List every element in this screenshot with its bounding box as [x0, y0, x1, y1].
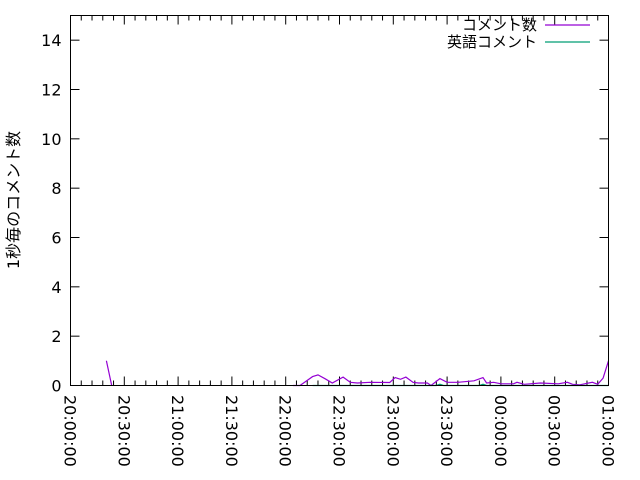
x-tick-label: 23:30:00 [437, 395, 456, 467]
x-tick-label: 21:00:00 [168, 395, 187, 467]
y-tick-label: 14 [41, 31, 61, 50]
y-tick-label: 2 [51, 327, 61, 346]
x-tick-label: 21:30:00 [222, 395, 241, 467]
axis-ticks [70, 15, 609, 386]
plot-border [70, 15, 609, 386]
y-tick-label: 12 [41, 81, 61, 100]
y-tick-label: 10 [41, 130, 61, 149]
y-tick-labels: 0 2 4 6 8 10 12 14 [41, 31, 61, 395]
legend-label-comments: コメント数 [462, 16, 537, 34]
x-tick-label: 22:00:00 [276, 395, 295, 467]
x-tick-label: 22:30:00 [330, 395, 349, 467]
x-tick-label: 00:30:00 [545, 395, 564, 467]
x-tick-label: 20:30:00 [114, 395, 133, 467]
y-tick-label: 0 [51, 377, 61, 396]
y-axis-label: 1秒毎のコメント数 [4, 131, 23, 269]
x-tick-label: 00:00:00 [491, 395, 510, 467]
y-tick-label: 8 [51, 179, 61, 198]
x-tick-label: 01:00:00 [599, 395, 618, 467]
legend: コメント数 英語コメント [447, 16, 590, 51]
y-tick-label: 4 [51, 278, 61, 297]
x-tick-label: 23:00:00 [383, 395, 402, 467]
x-tick-label: 20:00:00 [61, 395, 80, 467]
y-tick-label: 6 [51, 229, 61, 248]
legend-label-english: 英語コメント [447, 33, 537, 51]
series-line-0 [105, 360, 610, 387]
x-tick-labels: 20:00:00 20:30:00 21:00:00 21:30:00 22:00:00… [61, 395, 618, 467]
